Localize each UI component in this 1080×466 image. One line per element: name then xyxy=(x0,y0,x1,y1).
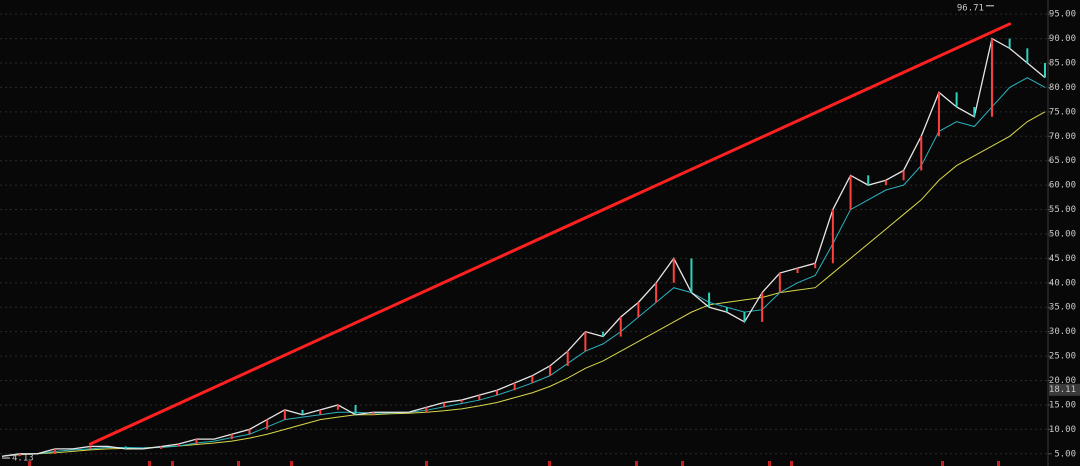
y-tick-label: 75.00 xyxy=(1049,107,1076,117)
y-tick-label: 85.00 xyxy=(1049,59,1076,69)
y-tick-label: 95.00 xyxy=(1049,10,1076,20)
y-tick-label: 70.00 xyxy=(1049,132,1076,142)
x-marker xyxy=(997,461,1000,466)
y-tick-label: 80.00 xyxy=(1049,83,1076,93)
price-tag xyxy=(1049,383,1080,396)
y-tick-label: 40.00 xyxy=(1049,278,1076,288)
y-tick-label: 25.00 xyxy=(1049,352,1076,362)
x-marker xyxy=(768,461,771,466)
x-marker xyxy=(425,461,428,466)
y-tick-label: 10.00 xyxy=(1049,425,1076,435)
x-marker xyxy=(941,461,944,466)
y-tick-label: 50.00 xyxy=(1049,229,1076,239)
x-marker xyxy=(635,461,638,466)
x-marker xyxy=(681,461,684,466)
low-label: 4.13 xyxy=(12,454,34,464)
y-tick-label: 65.00 xyxy=(1049,156,1076,166)
y-tick-label: 30.00 xyxy=(1049,327,1076,337)
moving-average xyxy=(1,77,1046,457)
x-marker xyxy=(290,461,293,466)
x-marker xyxy=(548,461,551,466)
price-line xyxy=(1,37,1046,457)
y-tick-label: 90.00 xyxy=(1049,34,1076,44)
x-marker xyxy=(237,461,240,466)
y-tick-label: 35.00 xyxy=(1049,303,1076,313)
price-tag-label: 18.11 xyxy=(1049,385,1076,395)
x-marker xyxy=(171,461,174,466)
x-marker xyxy=(28,461,31,466)
x-marker xyxy=(790,461,793,466)
y-tick-label: 60.00 xyxy=(1049,181,1076,191)
y-tick-label: 45.00 xyxy=(1049,254,1076,264)
y-tick-label: 5.00 xyxy=(1054,449,1076,459)
y-tick-label: 15.00 xyxy=(1049,400,1076,410)
x-marker xyxy=(148,461,151,466)
x-markers xyxy=(28,461,1000,466)
trend-line xyxy=(88,22,1012,446)
y-tick-label: 20.00 xyxy=(1049,376,1076,386)
high-label: 96.71 xyxy=(957,3,984,13)
y-tick-label: 55.00 xyxy=(1049,205,1076,215)
